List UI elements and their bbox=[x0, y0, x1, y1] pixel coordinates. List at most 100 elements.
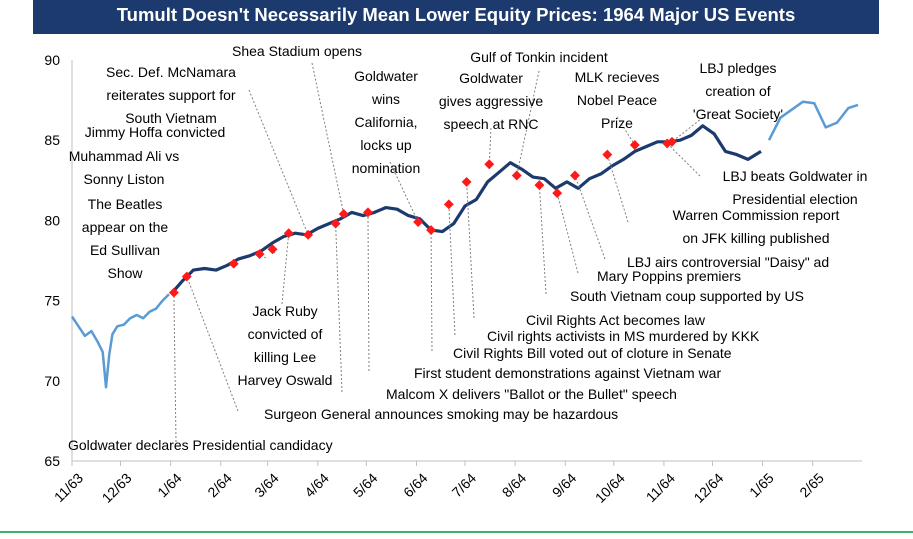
event-annotation: LBJ beats Goldwater in Presidential elect… bbox=[723, 168, 868, 207]
annotation-leader-line bbox=[666, 143, 701, 177]
annotation-leader-line bbox=[606, 154, 629, 223]
annotation-line: Warren Commission report bbox=[673, 207, 840, 223]
y-tick-label: 75 bbox=[44, 293, 60, 309]
event-marker bbox=[330, 218, 341, 229]
annotation-line: Civil rights activists in MS murdered by… bbox=[487, 328, 760, 344]
series-line-before bbox=[70, 293, 170, 389]
x-tick-label: 1/65 bbox=[746, 470, 777, 501]
annotation-line: Gulf of Tonkin incident bbox=[470, 49, 608, 65]
x-tick-label: 10/64 bbox=[592, 470, 628, 506]
event-annotation: Mary Poppins premiers bbox=[597, 268, 741, 284]
x-tick-label: 2/65 bbox=[796, 470, 827, 501]
y-tick-label: 70 bbox=[44, 373, 60, 389]
annotation-leader-line bbox=[389, 161, 419, 223]
annotation-leader-line bbox=[272, 248, 276, 254]
annotation-leader-line bbox=[248, 89, 309, 236]
event-marker bbox=[228, 258, 239, 269]
bottom-rule bbox=[0, 531, 913, 533]
annotation-line: LBJ pledges bbox=[699, 60, 776, 76]
x-tick-labels: 11/63 12/63 1/64 2/64 3/64 4/64 5/64 6/64 7/64 8/… bbox=[51, 461, 827, 506]
annotation-line: Civil Rights Bill voted out of cloture i… bbox=[453, 345, 732, 361]
x-tick-label: 4/64 bbox=[301, 470, 332, 501]
event-annotation: Goldwater declares Presidential candidac… bbox=[68, 437, 333, 453]
annotation-leader-line bbox=[671, 114, 707, 143]
annotation-line: 'Great Society' bbox=[693, 106, 783, 122]
annotation-line: Harvey Oswald bbox=[238, 372, 333, 388]
event-annotation: The Beatles appear on the Ed Sullivan Show bbox=[82, 196, 169, 281]
event-annotation: South Vietnam coup supported by US bbox=[570, 288, 804, 304]
annotation-line: Goldwater bbox=[459, 70, 523, 86]
event-marker bbox=[511, 170, 522, 181]
event-annotation: Civil Rights Bill voted out of cloture i… bbox=[453, 345, 732, 361]
annotation-leader-line bbox=[616, 116, 636, 146]
annotation-leader-line bbox=[556, 193, 579, 274]
event-marker bbox=[667, 136, 677, 147]
x-tick-label: 1/64 bbox=[154, 470, 185, 501]
annotation-line: speech at RNC bbox=[444, 116, 539, 132]
event-marker bbox=[552, 188, 563, 199]
annotation-leader-line bbox=[186, 276, 239, 412]
event-annotation: Muhammad Ali vs Sonny Liston bbox=[69, 148, 179, 187]
annotation-line: South Vietnam coup supported by US bbox=[570, 288, 804, 304]
x-tick-label: 5/64 bbox=[350, 470, 381, 501]
annotation-line: MLK recieves bbox=[575, 69, 660, 85]
annotation-line: Mary Poppins premiers bbox=[597, 268, 741, 284]
annotation-line: Civil Rights Act becomes law bbox=[526, 312, 706, 328]
annotation-line: LBJ airs controversial "Daisy" ad bbox=[627, 254, 829, 270]
event-annotation: Jimmy Hoffa convicted bbox=[85, 124, 226, 140]
event-marker bbox=[363, 207, 373, 218]
series-line-1964 bbox=[171, 124, 762, 294]
annotation-line: locks up bbox=[360, 137, 412, 153]
event-annotation: Jack Ruby convicted of killing Lee Harvey O… bbox=[238, 303, 333, 388]
series-lines bbox=[70, 100, 859, 389]
event-marker bbox=[443, 199, 454, 210]
annotation-line: Ed Sullivan bbox=[90, 242, 160, 258]
x-tick-label: 6/64 bbox=[400, 470, 431, 501]
event-marker bbox=[534, 180, 545, 191]
event-annotation: Malcom X delivers "Ballot or the Bullet"… bbox=[386, 386, 677, 402]
y-tick-label: 65 bbox=[44, 453, 60, 469]
event-annotation: Gulf of Tonkin incident bbox=[470, 49, 608, 65]
event-marker bbox=[283, 228, 294, 239]
x-tick-label: 7/64 bbox=[449, 470, 480, 501]
annotation-line: reiterates support for bbox=[106, 87, 236, 103]
x-tick-label: 11/64 bbox=[643, 470, 679, 506]
event-marker bbox=[629, 140, 640, 150]
annotation-leader-line bbox=[367, 212, 370, 372]
annotation-line: on JFK killing published bbox=[682, 230, 829, 246]
annotation-leader-line bbox=[488, 127, 492, 165]
annotation-leader-line bbox=[430, 230, 433, 352]
annotation-line: Nobel Peace bbox=[577, 92, 657, 108]
annotation-line: South Vietnam bbox=[125, 110, 217, 126]
annotation-leader-line bbox=[259, 253, 267, 259]
annotation-leader-lines bbox=[173, 62, 707, 443]
x-tick-label: 2/64 bbox=[204, 470, 235, 501]
event-annotation: Warren Commission report on JFK killing p… bbox=[673, 207, 840, 246]
annotation-line: convicted of bbox=[248, 326, 323, 342]
x-tick-label: 8/64 bbox=[499, 470, 530, 501]
series-line-after bbox=[767, 100, 859, 141]
event-marker bbox=[413, 217, 424, 227]
event-annotation: MLK recieves Nobel Peace Prize bbox=[575, 69, 660, 131]
annotation-line: nomination bbox=[352, 160, 421, 176]
annotation-line: appear on the bbox=[82, 219, 169, 235]
annotation-line: First student demonstrations against Vie… bbox=[414, 365, 721, 381]
x-tick-label: 11/63 bbox=[51, 470, 87, 506]
chart-title: Tumult Doesn't Necessarily Mean Lower Eq… bbox=[116, 4, 796, 25]
annotation-line: Jimmy Hoffa convicted bbox=[85, 124, 226, 140]
event-marker bbox=[570, 170, 580, 181]
x-tick-label: 12/63 bbox=[99, 470, 135, 506]
annotation-leader-line bbox=[311, 62, 345, 215]
annotation-line: creation of bbox=[705, 83, 770, 99]
event-marker bbox=[303, 229, 314, 240]
event-marker bbox=[338, 209, 349, 219]
event-markers bbox=[168, 136, 677, 298]
event-annotation: Civil Rights Act becomes law bbox=[526, 312, 706, 328]
y-tick-label: 85 bbox=[44, 132, 60, 148]
event-annotation: Sec. Def. McNamara reiterates support for… bbox=[106, 64, 236, 126]
annotation-line: Shea Stadium opens bbox=[232, 43, 362, 59]
annotation-line: The Beatles bbox=[88, 196, 163, 212]
event-marker bbox=[461, 176, 472, 187]
event-annotation: Shea Stadium opens bbox=[232, 43, 362, 59]
